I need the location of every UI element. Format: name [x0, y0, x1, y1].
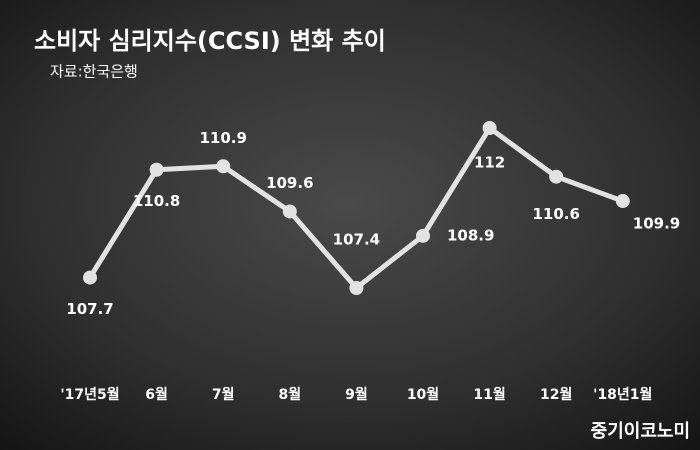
value-label: 110.8: [133, 192, 180, 210]
marker: [482, 121, 497, 135]
value-label: 107.7: [66, 300, 113, 318]
x-tick-label: 10월: [407, 386, 439, 403]
x-tick-label: 8월: [278, 386, 301, 403]
marker: [349, 281, 364, 295]
marker: [549, 169, 564, 184]
marker: [149, 162, 164, 177]
x-tick-label: 7월: [212, 386, 235, 403]
marker: [416, 228, 430, 243]
value-label: 108.9: [447, 226, 494, 244]
x-tick-label: 11월: [473, 386, 505, 403]
marker: [83, 270, 97, 285]
marker: [282, 204, 297, 219]
value-label: 110.9: [199, 129, 246, 147]
x-tick-label: 9월: [345, 386, 368, 403]
value-label: 112: [474, 154, 505, 172]
value-label: 110.6: [532, 205, 579, 223]
x-tick-label: 6월: [145, 386, 168, 403]
marker: [615, 194, 630, 209]
x-tick-label: 12월: [540, 386, 572, 403]
value-label: 109.6: [266, 174, 313, 192]
marker: [216, 159, 231, 174]
chart-title: 소비자 심리지수(CCSI) 변화 추이: [34, 27, 386, 55]
value-label: 107.4: [333, 231, 380, 249]
x-tick-label: '17년5월: [60, 386, 119, 403]
x-tick-label: '18년1월: [593, 386, 652, 403]
watermark: 중기이코노미: [591, 421, 690, 442]
source: 자료:한국은행: [50, 63, 138, 81]
value-label: 109.9: [633, 215, 680, 233]
